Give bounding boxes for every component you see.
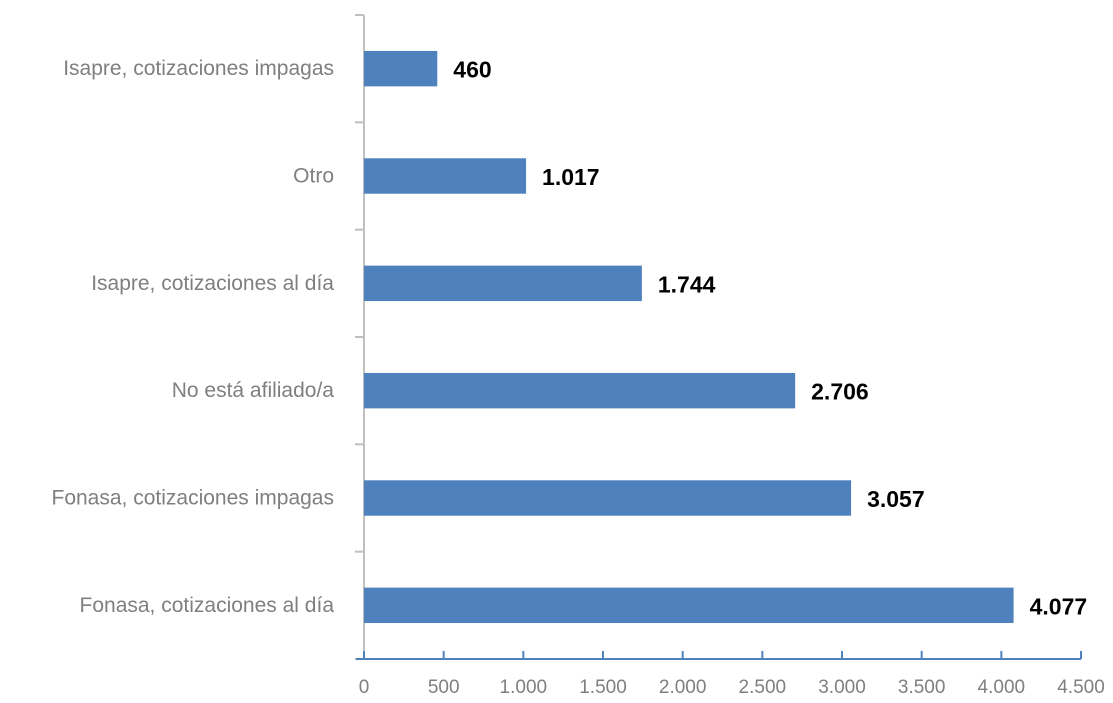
bar [364, 372, 796, 409]
category-label: Isapre, cotizaciones al día [91, 272, 334, 295]
x-tick-label: 3.500 [898, 677, 946, 698]
category-label: No está afiliado/a [172, 379, 335, 402]
bar [364, 265, 642, 302]
x-tick-label: 2.000 [659, 677, 707, 698]
bar [364, 480, 852, 516]
x-tick-label: 4.500 [1057, 677, 1105, 698]
x-tick-label: 3.000 [818, 677, 866, 698]
bar [364, 158, 527, 194]
x-tick-label: 1.500 [579, 677, 627, 698]
bar [364, 587, 1014, 624]
data-label: 460 [453, 57, 491, 83]
data-label: 1.744 [658, 271, 716, 297]
x-tick-label: 0 [359, 677, 370, 698]
data-label: 1.017 [542, 164, 600, 190]
data-label: 2.706 [811, 379, 869, 405]
x-tick-label: 500 [428, 677, 460, 698]
data-label: 4.077 [1030, 593, 1088, 619]
category-label: Otro [293, 165, 334, 188]
bar [364, 50, 438, 87]
data-label: 3.057 [867, 486, 925, 512]
category-label: Isapre, cotizaciones impagas [63, 57, 334, 80]
x-tick-label: 4.000 [978, 677, 1026, 698]
category-label: Fonasa, cotizaciones impagas [52, 487, 335, 510]
x-tick-label: 2.500 [739, 677, 787, 698]
x-tick-label: 1.000 [500, 677, 548, 698]
category-label: Fonasa, cotizaciones al día [80, 594, 335, 617]
